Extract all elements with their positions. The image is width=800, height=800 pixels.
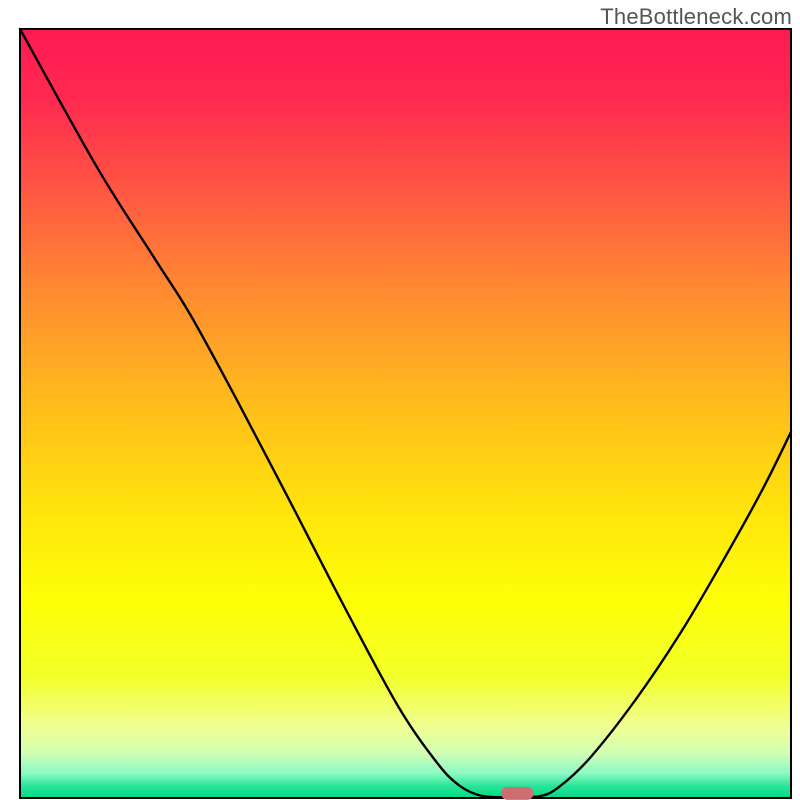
plot-background: [20, 29, 791, 798]
bottleneck-chart: [0, 0, 800, 800]
chart-container: TheBottleneck.com: [0, 0, 800, 800]
plot-group: [20, 29, 791, 800]
optimal-point-marker: [501, 787, 533, 800]
